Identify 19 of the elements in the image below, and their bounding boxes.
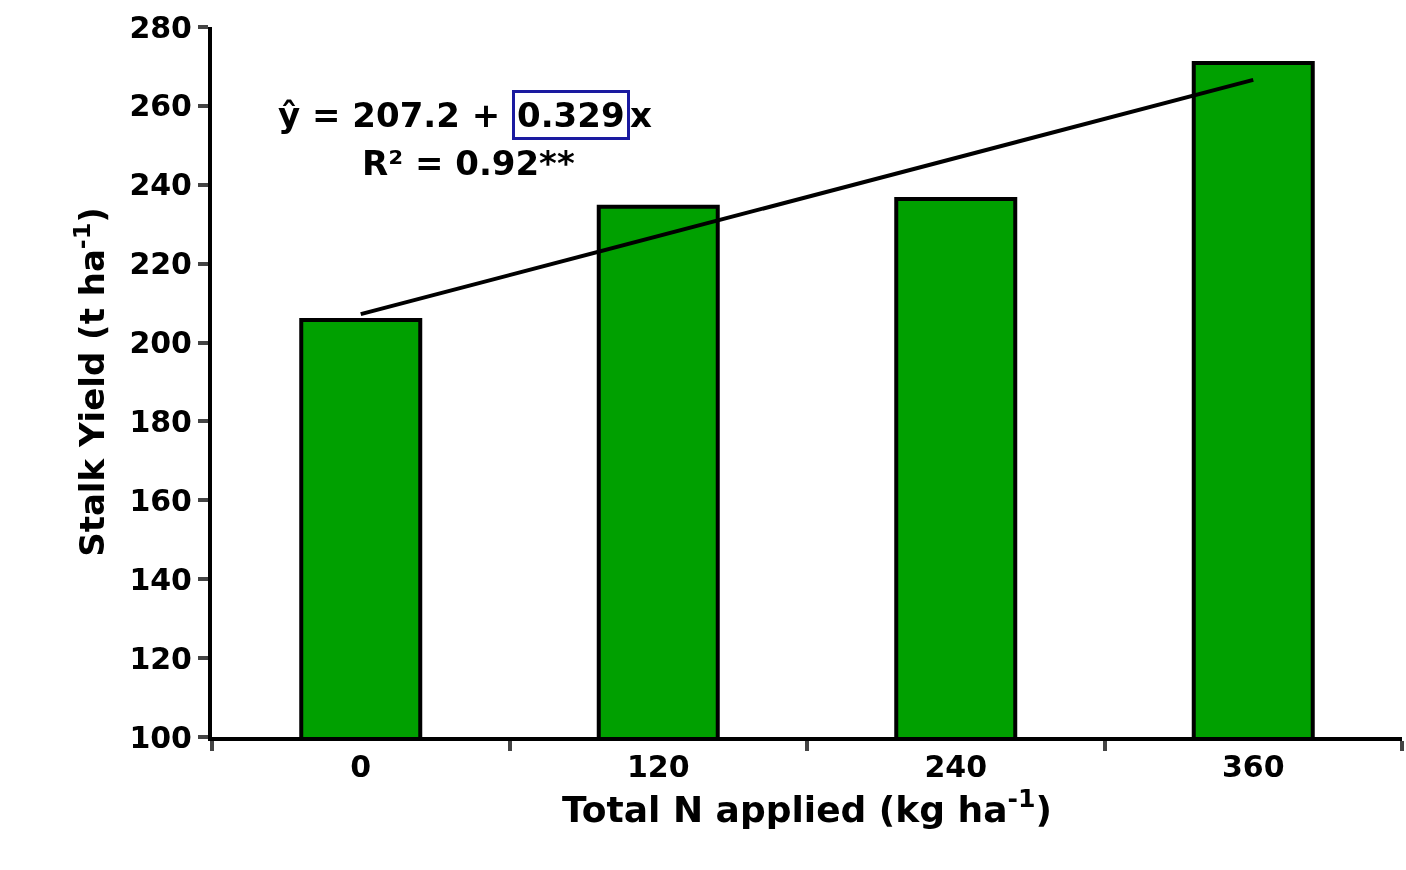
x-tick-label: 120 [626,749,690,784]
y-tick-label: 100 [129,719,192,755]
x-tick-label: 0 [350,749,372,784]
annotation: x [630,95,652,135]
annotation: ŷ = 207.2 + [278,95,513,135]
y-tick-label: 220 [129,246,192,282]
y-tick-label: 140 [129,561,192,597]
x-tick-label: 360 [1221,749,1285,784]
y-tick-label: 180 [129,403,192,439]
y-tick-label: 120 [129,640,192,676]
y-tick-label: 240 [129,167,192,203]
y-tick-label: 280 [129,9,192,45]
y-tick-label: 200 [129,325,192,361]
x-axis-title: Total N applied (kg ha$^{-1}$) [562,784,1052,831]
annotation: 0.329 [517,95,625,135]
y-tick-label: 260 [129,88,192,124]
annotation: R² = 0.92** [362,143,575,183]
x-tick-label: 240 [924,749,988,784]
y-tick-label: 160 [129,482,192,518]
